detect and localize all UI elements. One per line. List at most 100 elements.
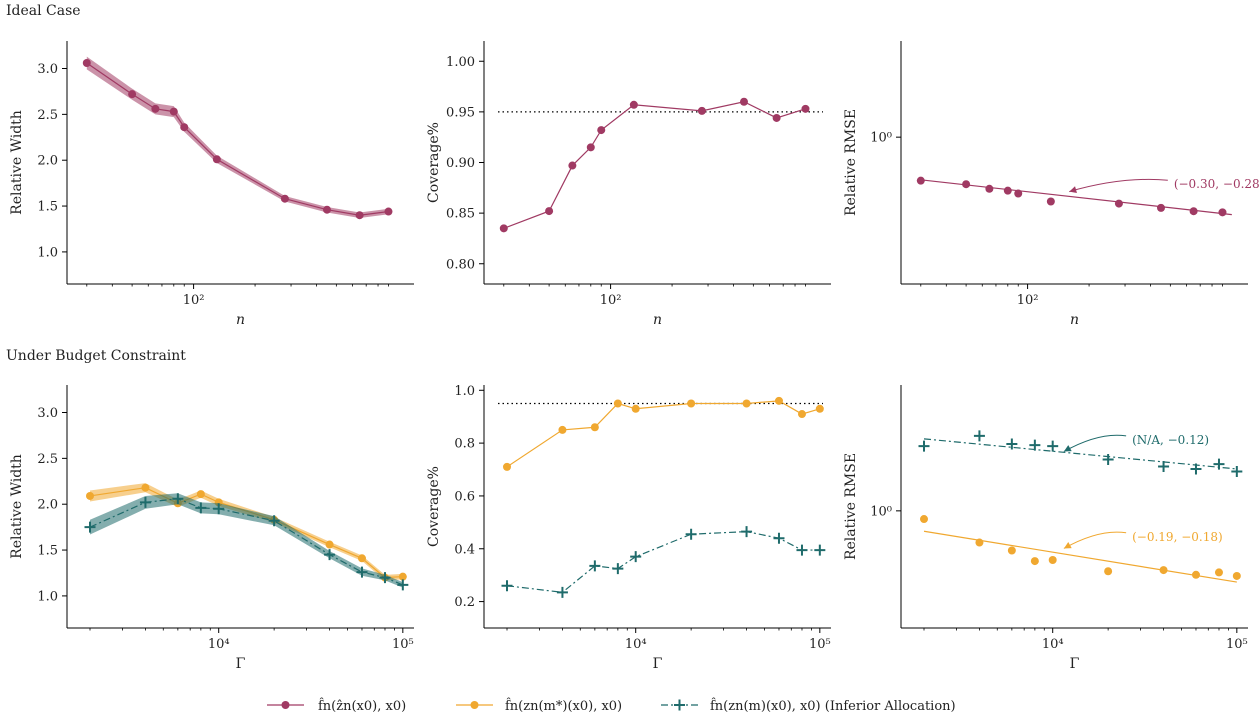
bottom-rmse-series-0-point [1104, 567, 1113, 576]
top-coverage-y-tick-label: 0.90 [446, 156, 475, 171]
top-rmse-annotation-arrow-0 [1069, 178, 1168, 193]
bottom-coverage-x-tick-label: 10⁴ [625, 637, 647, 652]
bottom-width-series-0-point [398, 572, 407, 581]
chart-top-relative-rmse: 10² 10⁰ n Relative RMSE (−0.30, −0.28) [843, 41, 1260, 328]
legend-item-maroon: f̂n(ẑn(x0), x0) [267, 697, 406, 714]
bottom-coverage-y-tick-label: 0.8 [454, 437, 475, 452]
bottom-coverage-series-1-point [556, 586, 568, 598]
top-rmse-series-0-point [1156, 203, 1165, 212]
bottom-width-series-0-band [90, 483, 403, 581]
bottom-coverage-series-1-point [741, 526, 753, 538]
bottom-rmse-x-tick-label: 10⁵ [1226, 637, 1248, 652]
bottom-coverage-series-1-point [589, 560, 601, 572]
top-width-series-0-point [180, 123, 189, 132]
top-rmse-series-0-point [1189, 207, 1198, 216]
top-width-series-0-point [82, 59, 91, 68]
bottom-rmse-y-label: Relative RMSE [843, 453, 859, 560]
bottom-width-series-1-point [379, 572, 391, 584]
top-coverage-series-0-point [499, 224, 508, 233]
bottom-rmse-series-0-point [1232, 571, 1241, 580]
top-width-y-tick-label: 2.0 [37, 154, 58, 169]
bottom-rmse-annotation-0: (N/A, −0.12) [1132, 433, 1209, 447]
legend-label-teal: f̂n(zn(m)(x0), x0) (Inferior Allocation) [710, 697, 956, 714]
legend-label-orange: f̂n(zn(m*)(x0), x0) [505, 697, 622, 714]
bottom-rmse-annotation-1: (−0.19, −0.18) [1132, 530, 1223, 544]
top-coverage-series-0-point [568, 161, 577, 170]
bottom-rmse-series-1-point [1231, 465, 1243, 477]
top-coverage-series-0-point [801, 104, 810, 113]
top-rmse-y-tick-label: 10⁰ [870, 131, 892, 146]
top-coverage-series-0-point [597, 126, 606, 135]
top-width-series-0-point [151, 104, 160, 113]
bottom-rmse-series-1-point [1190, 463, 1202, 475]
bottom-width-x-tick-label: 10⁵ [392, 637, 414, 652]
top-rmse-series-0-point [916, 176, 925, 185]
chart-bottom-coverage: 10⁴ 10⁵ 0.2 0.4 0.6 0.8 1.0 Γ Coverage% [426, 384, 831, 672]
top-width-y-tick-label: 3.0 [37, 62, 58, 77]
bottom-width-series-1-point [213, 503, 225, 515]
bottom-rmse-series-1-point [1102, 453, 1114, 465]
bottom-coverage-series-0-point [687, 399, 696, 408]
top-width-series-0-line [86, 62, 389, 216]
top-rmse-annotation-arrowhead-0 [1069, 186, 1077, 194]
bottom-rmse-series-1-point [1029, 439, 1041, 451]
bottom-coverage-y-tick-label: 1.0 [454, 384, 475, 399]
top-coverage-x-label: n [653, 312, 662, 328]
bottom-width-y-tick-label: 3.0 [37, 406, 58, 421]
top-rmse-annotation-0: (−0.30, −0.28) [1174, 177, 1260, 191]
bottom-rmse-series-1-fit-line [923, 438, 1237, 470]
bottom-coverage-y-tick-label: 0.2 [454, 595, 475, 610]
bottom-rmse-annotation-arrow-1 [1063, 531, 1127, 549]
bottom-rmse-series-0-point [1191, 570, 1200, 579]
top-rmse-x-label: n [1070, 312, 1079, 328]
bottom-width-series-0-point [141, 483, 150, 492]
chart-bottom-relative-width: 10⁴ 10⁵ 1.0 1.5 2.0 2.5 3.0 Γ Relative Width [9, 385, 414, 672]
top-width-series-0-point [322, 205, 331, 214]
top-rmse-x-tick-label: 10² [1017, 293, 1039, 308]
top-width-series-0-point [212, 155, 221, 164]
top-width-y-tick-label: 1.5 [37, 200, 58, 215]
top-rmse-series-0-fit-line [920, 179, 1232, 216]
top-width-series-0-band [86, 56, 389, 218]
bottom-width-series-1-line [89, 498, 404, 586]
top-rmse-y-label: Relative RMSE [843, 109, 859, 216]
bottom-width-y-label: Relative Width [9, 454, 25, 559]
bottom-coverage-series-1-point [501, 580, 513, 592]
bottom-rmse-series-0-point [1007, 546, 1016, 555]
chart-top-relative-width: 10² 1.0 1.5 2.0 2.5 3.0 n Relative Width [9, 41, 414, 328]
top-coverage-series-0-point [545, 207, 554, 216]
top-width-y-tick-label: 1.0 [37, 245, 58, 260]
bottom-width-series-0-point [357, 554, 366, 563]
bottom-rmse-series-0-point [920, 515, 929, 524]
bottom-width-x-label: Γ [236, 656, 246, 672]
top-coverage-y-tick-label: 0.95 [446, 105, 475, 120]
bottom-width-series-1-point [268, 515, 280, 527]
top-coverage-y-tick-label: 0.80 [446, 257, 475, 272]
bottom-coverage-series-1-point [685, 528, 697, 540]
top-rmse-series-0-point [1046, 197, 1055, 206]
bottom-coverage-series-1-point [630, 551, 642, 563]
bottom-rmse-series-1-point [1158, 461, 1170, 473]
bottom-width-y-tick-label: 1.5 [37, 544, 58, 559]
bottom-coverage-series-0-point [558, 425, 567, 434]
bottom-width-series-1-point [356, 566, 368, 578]
bottom-rmse-series-0-point [975, 538, 984, 547]
top-width-series-0-point [128, 90, 137, 99]
bottom-width-series-1-point [397, 579, 409, 591]
top-coverage-series-0-point [697, 106, 706, 115]
top-coverage-y-label: Coverage% [426, 122, 442, 203]
top-width-y-label: Relative Width [9, 110, 25, 215]
bottom-rmse-x-label: Γ [1070, 656, 1080, 672]
top-width-y-tick-label: 2.5 [37, 108, 58, 123]
bottom-rmse-x-tick-label: 10⁴ [1042, 637, 1064, 652]
bottom-coverage-series-0-point [503, 462, 512, 471]
bottom-rmse-series-1-point [918, 440, 930, 452]
top-width-x-label: n [236, 312, 245, 328]
legend-item-orange: f̂n(zn(m*)(x0), x0) [456, 697, 622, 714]
bottom-coverage-series-0-point [774, 396, 783, 405]
bottom-width-x-tick-label: 10⁴ [208, 637, 230, 652]
bottom-rmse-annotation-arrow-0 [1063, 434, 1127, 452]
bottom-width-y-tick-label: 2.5 [37, 452, 58, 467]
bottom-coverage-series-0-point [742, 399, 751, 408]
